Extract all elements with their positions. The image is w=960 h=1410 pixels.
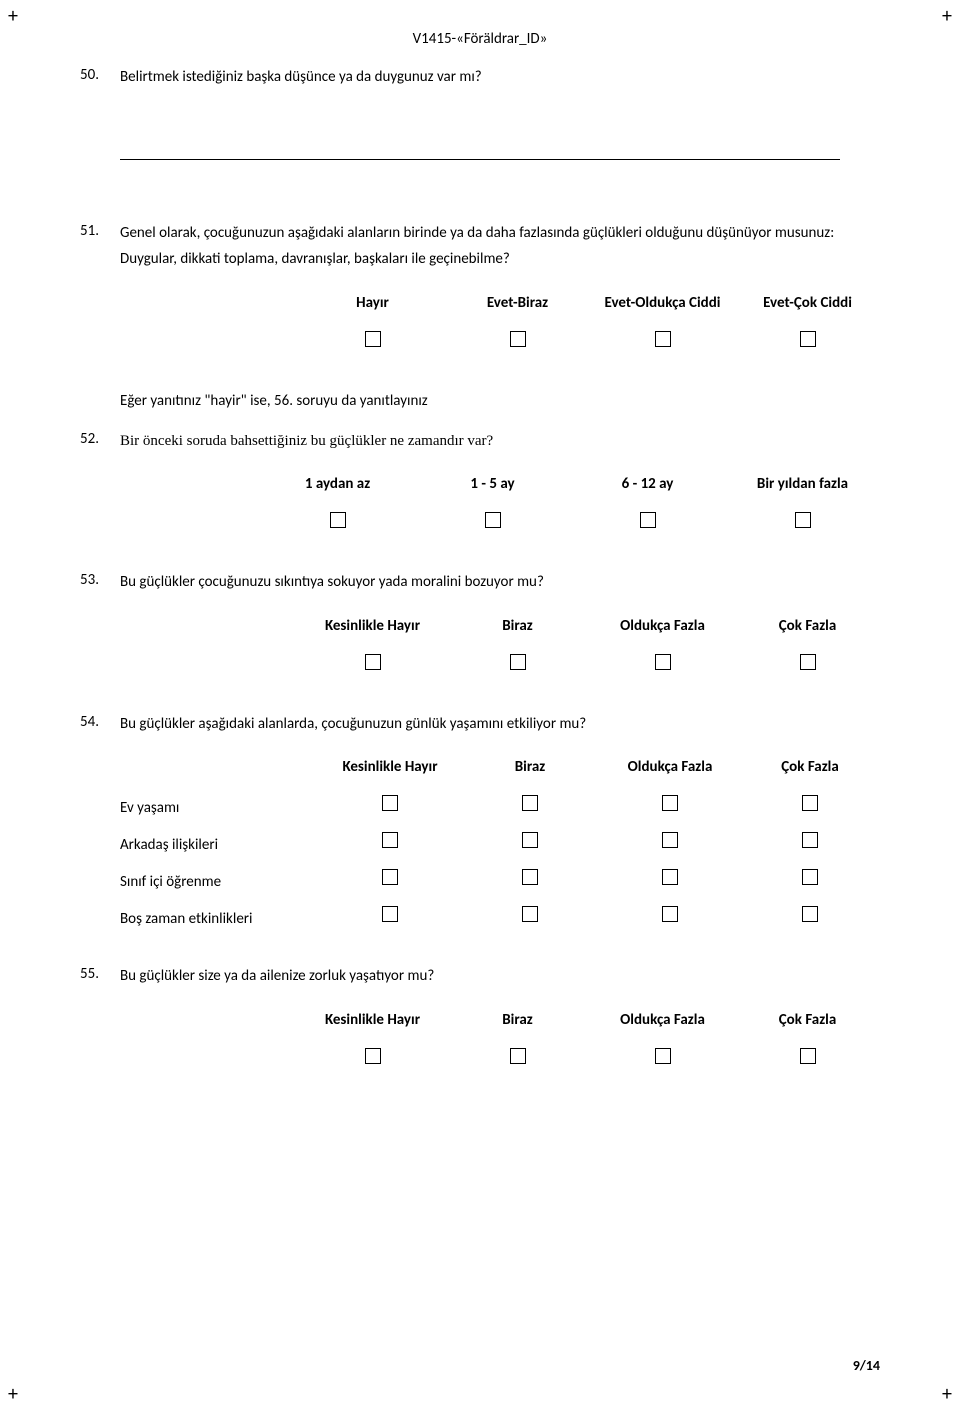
- checkbox[interactable]: [802, 906, 818, 922]
- question-number: 51.: [80, 222, 120, 240]
- checkbox[interactable]: [800, 331, 816, 347]
- checkbox[interactable]: [802, 795, 818, 811]
- question-text: Bu güçlükler size ya da ailenize zorluk …: [120, 965, 880, 988]
- scale-header-row: Kesinlikle Hayır Biraz Oldukça Fazla Çok…: [120, 606, 880, 648]
- checkbox[interactable]: [662, 869, 678, 885]
- question-number: 52.: [80, 430, 120, 448]
- checkbox[interactable]: [800, 654, 816, 670]
- scale-header: 1 - 5 ay: [415, 464, 570, 506]
- scale-header: Çok Fazla: [735, 1000, 880, 1042]
- checkbox[interactable]: [640, 512, 656, 528]
- question-text: Bu güçlükler aşağıdaki alanlarda, çocuğu…: [120, 713, 880, 736]
- row-label: Boş zaman etkinlikleri: [120, 910, 320, 928]
- table-row: Ev yaşamı: [120, 789, 880, 826]
- checkbox[interactable]: [795, 512, 811, 528]
- question-54: 54. Bu güçlükler aşağıdaki alanlarda, ço…: [80, 713, 880, 938]
- scale-header: Evet-Çok Ciddi: [735, 283, 880, 325]
- checkbox[interactable]: [802, 832, 818, 848]
- checkbox[interactable]: [800, 1048, 816, 1064]
- table-row: Arkadaş ilişkileri: [120, 826, 880, 863]
- scale-header: Kesinlikle Hayır: [300, 606, 445, 648]
- row-label: Arkadaş ilişkileri: [120, 836, 320, 854]
- checkbox[interactable]: [365, 331, 381, 347]
- row-label: Ev yaşamı: [120, 799, 320, 817]
- checkbox[interactable]: [802, 869, 818, 885]
- checkbox[interactable]: [510, 331, 526, 347]
- checkbox[interactable]: [655, 654, 671, 670]
- question-subtext: Duygular, dikkati toplama, davranışlar, …: [120, 248, 880, 271]
- question-number: 54.: [80, 713, 120, 731]
- scale-header: Biraz: [445, 1000, 590, 1042]
- checkbox[interactable]: [522, 869, 538, 885]
- question-number: 53.: [80, 571, 120, 589]
- scale-header: Çok Fazla: [735, 606, 880, 648]
- scale-option-row: [120, 1042, 880, 1079]
- row-label: Sınıf içi öğrenme: [120, 873, 320, 891]
- scale-header: Biraz: [445, 606, 590, 648]
- document-header: V1415-«Föräldrar_ID»: [80, 30, 880, 48]
- checkbox[interactable]: [365, 1048, 381, 1064]
- checkbox[interactable]: [382, 906, 398, 922]
- answer-line[interactable]: [120, 159, 840, 160]
- scale-header: Evet-Biraz: [445, 283, 590, 325]
- scale-header: Oldukça Fazla: [590, 1000, 735, 1042]
- scale-header: Kesinlikle Hayır: [300, 1000, 445, 1042]
- table-row: Sınıf içi öğrenme: [120, 863, 880, 900]
- question-50: 50. Belirtmek istediğiniz başka düşünce …: [80, 66, 880, 160]
- scale-header: Kesinlikle Hayır: [320, 747, 460, 789]
- checkbox[interactable]: [662, 795, 678, 811]
- scale-header: Oldukça Fazla: [590, 606, 735, 648]
- page-number: 9/14: [853, 1357, 880, 1374]
- scale-header: Hayır: [300, 283, 445, 325]
- question-52: 52. Bir önceki soruda bahsettiğiniz bu g…: [80, 430, 880, 544]
- scale-header: Biraz: [460, 747, 600, 789]
- checkbox[interactable]: [382, 795, 398, 811]
- scale-header: Oldukça Fazla: [600, 747, 740, 789]
- question-55: 55. Bu güçlükler size ya da ailenize zor…: [80, 965, 880, 1079]
- question-text: Belirtmek istediğiniz başka düşünce ya d…: [120, 66, 880, 89]
- scale-option-row: [120, 648, 880, 685]
- checkbox[interactable]: [382, 869, 398, 885]
- checkbox[interactable]: [382, 832, 398, 848]
- scale-header: 1 aydan az: [260, 464, 415, 506]
- question-number: 55.: [80, 965, 120, 983]
- scale-header-row: Kesinlikle Hayır Biraz Oldukça Fazla Çok…: [120, 747, 880, 789]
- scale-header: Bir yıldan fazla: [725, 464, 880, 506]
- question-text: Bu güçlükler çocuğunuzu sıkıntıya sokuyo…: [120, 571, 880, 594]
- checkbox[interactable]: [522, 795, 538, 811]
- checkbox[interactable]: [510, 1048, 526, 1064]
- question-text: Bir önceki soruda bahsettiğiniz bu güçlü…: [120, 430, 880, 453]
- skip-instruction: Eğer yanıtınız "hayir" ise, 56. soruyu d…: [120, 392, 880, 410]
- scale-option-row: [120, 325, 880, 362]
- scale-header-row: Hayır Evet-Biraz Evet-Oldukça Ciddi Evet…: [120, 283, 880, 325]
- checkbox[interactable]: [662, 832, 678, 848]
- question-53: 53. Bu güçlükler çocuğunuzu sıkıntıya so…: [80, 571, 880, 685]
- checkbox[interactable]: [522, 906, 538, 922]
- scale-header: 6 - 12 ay: [570, 464, 725, 506]
- checkbox[interactable]: [522, 832, 538, 848]
- checkbox[interactable]: [655, 1048, 671, 1064]
- scale-header-row: Kesinlikle Hayır Biraz Oldukça Fazla Çok…: [120, 1000, 880, 1042]
- scale-header: Çok Fazla: [740, 747, 880, 789]
- question-text: Genel olarak, çocuğunuzun aşağıdaki alan…: [120, 222, 880, 245]
- checkbox[interactable]: [330, 512, 346, 528]
- scale-header-row: 1 aydan az 1 - 5 ay 6 - 12 ay Bir yıldan…: [120, 464, 880, 506]
- checkbox[interactable]: [485, 512, 501, 528]
- checkbox[interactable]: [365, 654, 381, 670]
- table-row: Boş zaman etkinlikleri: [120, 900, 880, 937]
- question-51: 51. Genel olarak, çocuğunuzun aşağıdaki …: [80, 222, 880, 362]
- checkbox[interactable]: [662, 906, 678, 922]
- checkbox[interactable]: [510, 654, 526, 670]
- survey-page: V1415-«Föräldrar_ID» 50. Belirtmek isted…: [0, 0, 960, 1410]
- scale-option-row: [120, 506, 880, 543]
- question-number: 50.: [80, 66, 120, 84]
- scale-header: Evet-Oldukça Ciddi: [590, 283, 735, 325]
- checkbox[interactable]: [655, 331, 671, 347]
